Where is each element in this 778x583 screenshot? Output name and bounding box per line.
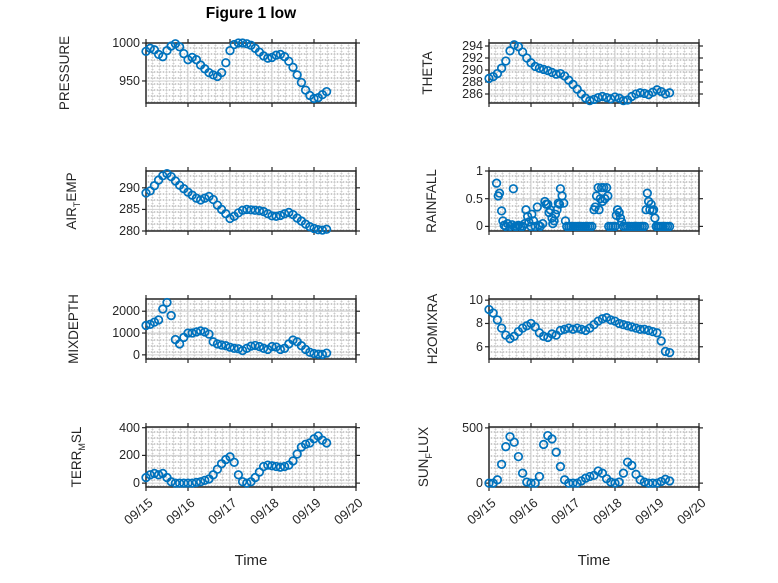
y-tick-label: 1000 (112, 326, 140, 341)
y-tick-label: 950 (119, 73, 140, 88)
y-tick-label: 290 (462, 63, 483, 77)
y-tick-label: 285 (119, 202, 140, 217)
y-axis-label-pressure: PRESSURE (57, 35, 73, 111)
y-tick-label: 500 (462, 420, 483, 435)
y-tick-label: 0 (476, 219, 483, 234)
y-tick-label: 10 (469, 293, 483, 308)
plot-area-rainfall (485, 167, 703, 235)
x-axis-label-right: Time (577, 552, 611, 569)
plot-area-air-temp (141, 167, 360, 235)
y-tick-label: 0 (133, 347, 140, 362)
y-tick-label: 6 (476, 339, 483, 354)
y-tick-label: 8 (476, 316, 483, 331)
y-tick-label: 0.5 (465, 191, 483, 206)
y-tick-label: 294 (462, 39, 483, 53)
subplot-air-temp: AIRTEMP 280 285 290 (64, 167, 360, 238)
plot-area-h2omixra (484, 295, 703, 363)
y-tick-label: 290 (119, 180, 140, 195)
plot-area-mixdepth (141, 295, 360, 363)
y-tick-label: 1000 (112, 36, 140, 50)
y-tick-label: 0 (133, 476, 140, 491)
y-tick-label: 2000 (112, 304, 140, 319)
y-tick-label: 292 (462, 51, 483, 65)
plot-area-terr-msl (141, 423, 360, 491)
subplot-terr-msl: TERRMSL 0 200 400 09/15 09/16 09/17 09/18 09/19… (69, 421, 365, 528)
plot-area-pressure (141, 38, 360, 107)
subplot-sun-flux: SUNFLUX 0 500 09/15 09/16 09/17 09/18 09/19 09/… (416, 421, 708, 528)
subplot-theta: THETA 286 288 290 292 294 (420, 39, 703, 107)
subplot-rainfall: RAINFALL 0 0.5 1 (424, 164, 703, 235)
y-tick-label: 288 (462, 75, 483, 89)
y-tick-label: 0 (476, 476, 483, 491)
subplot-h2omixra: H2OMIXRA 6 8 10 (425, 293, 703, 364)
y-tick-label: 200 (119, 448, 140, 463)
subplot-mixdepth: MIXDEPTH 0 1000 2000 (66, 294, 360, 364)
x-axis-label-left: Time (234, 552, 268, 569)
y-tick-label: 280 (119, 224, 140, 238)
figure-title: Figure 1 low (205, 5, 297, 22)
subplot-pressure: PRESSURE 950 1000 (57, 36, 360, 110)
y-tick-label: 400 (119, 420, 140, 435)
y-tick-label: 1 (476, 164, 483, 178)
plot-area-sun-flux (484, 423, 703, 491)
y-tick-label: 286 (462, 87, 483, 101)
plot-area-theta (484, 39, 703, 107)
